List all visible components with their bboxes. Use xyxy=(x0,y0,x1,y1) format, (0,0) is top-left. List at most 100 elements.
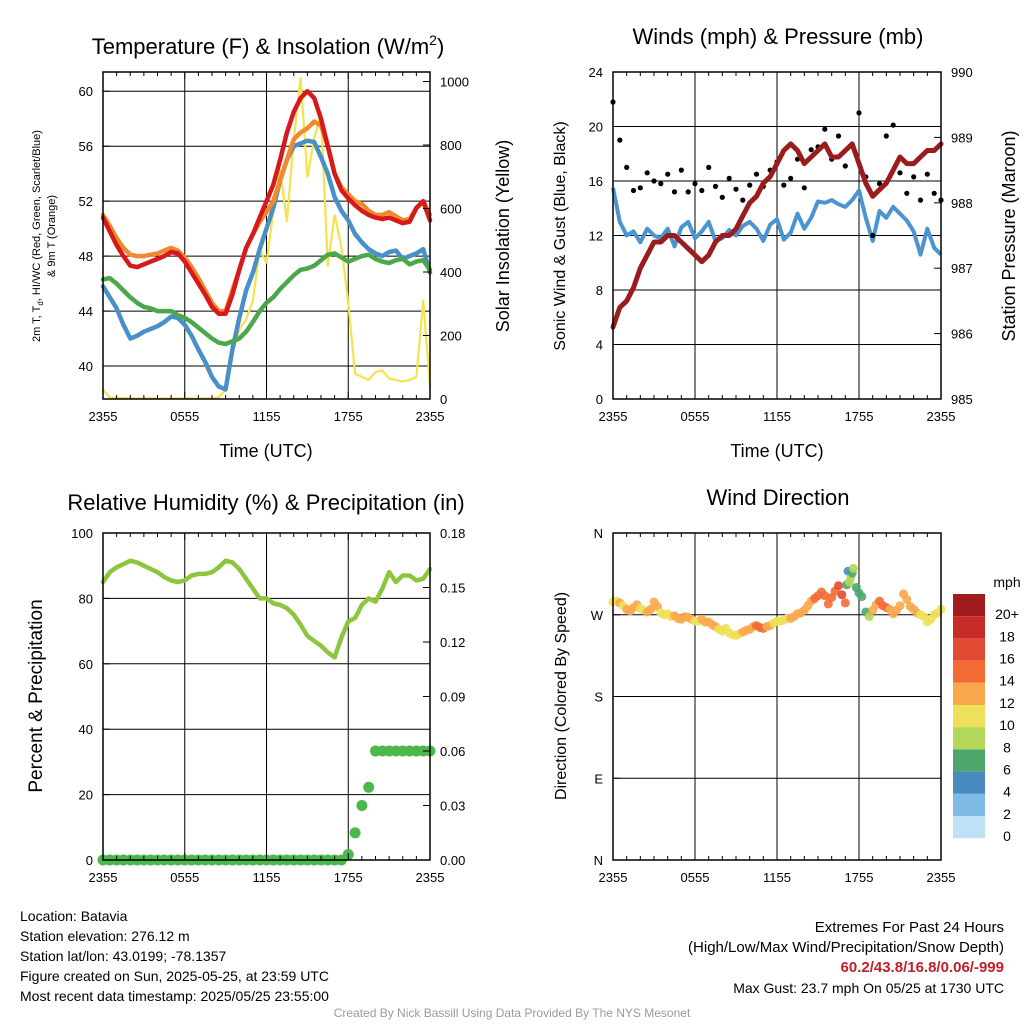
direction-point xyxy=(646,604,656,614)
y-tick-label: 0 xyxy=(596,392,603,407)
series-line-t2m xyxy=(100,88,433,317)
gust-point xyxy=(801,185,807,191)
gust-point xyxy=(658,181,664,187)
temperature-xlabel: Time (UTC) xyxy=(219,441,312,461)
credit-line: Created By Nick Bassill Using Data Provi… xyxy=(333,1006,691,1020)
colorbar-label: 4 xyxy=(1003,784,1011,800)
colorbar-label: 14 xyxy=(999,673,1015,689)
y2-tick-label: 0.12 xyxy=(440,635,465,650)
max-gust: Max Gust: 23.7 mph On 05/25 at 1730 UTC xyxy=(733,980,1004,996)
y-tick-label: W xyxy=(591,608,604,623)
direction-point xyxy=(895,601,905,611)
colorbar-swatch xyxy=(953,594,985,617)
most-recent-timestamp: Most recent data timestamp: 2025/05/25 2… xyxy=(20,988,329,1004)
winds-y2label: Station Pressure (Maroon) xyxy=(999,130,1019,341)
colorbar-label: 16 xyxy=(999,651,1015,667)
colorbar-swatch xyxy=(953,727,985,750)
y-tick-label: 40 xyxy=(79,359,93,374)
x-tick-label: 0555 xyxy=(170,409,199,424)
wind-direction-ylabel: Direction (Colored By Speed) xyxy=(553,592,570,800)
gust-point xyxy=(692,181,698,187)
gust-point xyxy=(904,190,910,196)
y-tick-label: 56 xyxy=(79,139,93,154)
gust-point xyxy=(685,189,691,195)
x-tick-label: 2355 xyxy=(89,870,118,885)
y2-tick-label: 985 xyxy=(951,392,973,407)
colorbar-label: 2 xyxy=(1003,806,1011,822)
wind-direction-panel: Wind Direction 2355 0555 1155 1755 2355 N E S W N… xyxy=(553,485,1021,885)
series-line-pressure xyxy=(610,141,944,330)
x-tick-label: 0555 xyxy=(170,870,199,885)
x-tick-label: 0555 xyxy=(681,870,710,885)
winds-xlabel: Time (UTC) xyxy=(730,441,823,461)
gust-point xyxy=(630,187,637,194)
colorbar-swatch xyxy=(953,616,985,639)
colorbar-label: 20+ xyxy=(995,606,1019,622)
y2-tick-label: 0.15 xyxy=(440,581,465,596)
gust-point xyxy=(665,171,671,177)
colorbar-swatch xyxy=(953,638,985,661)
gust-point xyxy=(644,170,650,176)
gust-point xyxy=(617,137,623,143)
y2-tick-label: 0.03 xyxy=(440,799,465,814)
colorbar-label: 6 xyxy=(1003,762,1011,778)
extremes-summary: Extremes For Past 24 Hours (High/Low/Max… xyxy=(688,918,1004,998)
series-line-t9m xyxy=(100,119,433,314)
gust-point xyxy=(753,171,760,177)
station-latlon: Station lat/lon: 43.0199; -78.1357 xyxy=(20,948,227,964)
extremes-title: Extremes For Past 24 Hours xyxy=(814,919,1004,936)
x-tick-label: 2355 xyxy=(416,409,445,424)
colorbar-swatch xyxy=(953,660,985,683)
y-tick-label: 52 xyxy=(79,194,93,209)
direction-point xyxy=(840,598,850,608)
x-tick-label: 2355 xyxy=(927,870,956,885)
y-tick-label: N xyxy=(594,526,603,541)
y-tick-label: 16 xyxy=(589,174,603,189)
x-tick-label: 2355 xyxy=(599,870,628,885)
temperature-panel: Temperature (F) & Insolation (W/m2) 2355… xyxy=(31,32,513,461)
x-tick-label: 2355 xyxy=(416,870,445,885)
gust-point xyxy=(671,189,678,195)
colorbar-label: 12 xyxy=(999,695,1015,711)
precip-point xyxy=(349,827,361,839)
y2-tick-label: 400 xyxy=(440,265,462,280)
y-tick-label: 100 xyxy=(71,526,93,541)
y2-tick-label: 200 xyxy=(440,329,462,344)
gust-point xyxy=(637,185,643,191)
station-location: Location: Batavia xyxy=(20,908,128,924)
y-tick-label: S xyxy=(594,690,603,705)
y-tick-label: 0 xyxy=(86,853,93,868)
y2-tick-label: 0 xyxy=(440,392,447,407)
y-tick-label: 60 xyxy=(79,657,93,672)
x-tick-label: 1155 xyxy=(763,409,791,424)
gust-point xyxy=(897,170,903,176)
direction-point xyxy=(902,594,912,604)
temperature-y2label: Solar Insolation (Yellow) xyxy=(493,140,513,332)
direction-point xyxy=(837,590,847,600)
gust-point xyxy=(624,164,630,170)
gust-point xyxy=(788,175,794,181)
y-tick-label: 20 xyxy=(79,788,93,803)
colorbar-swatch xyxy=(953,705,985,728)
colorbar-title: mph xyxy=(993,574,1020,590)
gust-point xyxy=(651,178,657,184)
humidity-title: Relative Humidity (%) & Precipitation (i… xyxy=(67,490,464,515)
extremes-values: 60.2/43.8/16.8/0.06/-999 xyxy=(840,959,1004,976)
gust-point xyxy=(678,167,684,173)
y-tick-label: E xyxy=(594,771,603,786)
gust-point xyxy=(924,171,930,177)
colorbar-label: 8 xyxy=(1003,739,1011,755)
series-line-wind xyxy=(611,187,943,257)
humidity-panel: Relative Humidity (%) & Precipitation (i… xyxy=(26,490,465,885)
figure-created: Figure created on Sun, 2025-05-25, at 23… xyxy=(20,968,329,984)
direction-point xyxy=(820,591,830,601)
gust-point xyxy=(808,147,814,153)
colorbar-swatch xyxy=(953,682,985,705)
direction-point xyxy=(857,592,867,602)
x-tick-label: 1155 xyxy=(763,870,791,885)
direction-point xyxy=(834,581,843,591)
y-tick-label: 60 xyxy=(79,84,93,99)
gust-point xyxy=(747,182,753,188)
y-tick-label: 40 xyxy=(79,722,93,737)
